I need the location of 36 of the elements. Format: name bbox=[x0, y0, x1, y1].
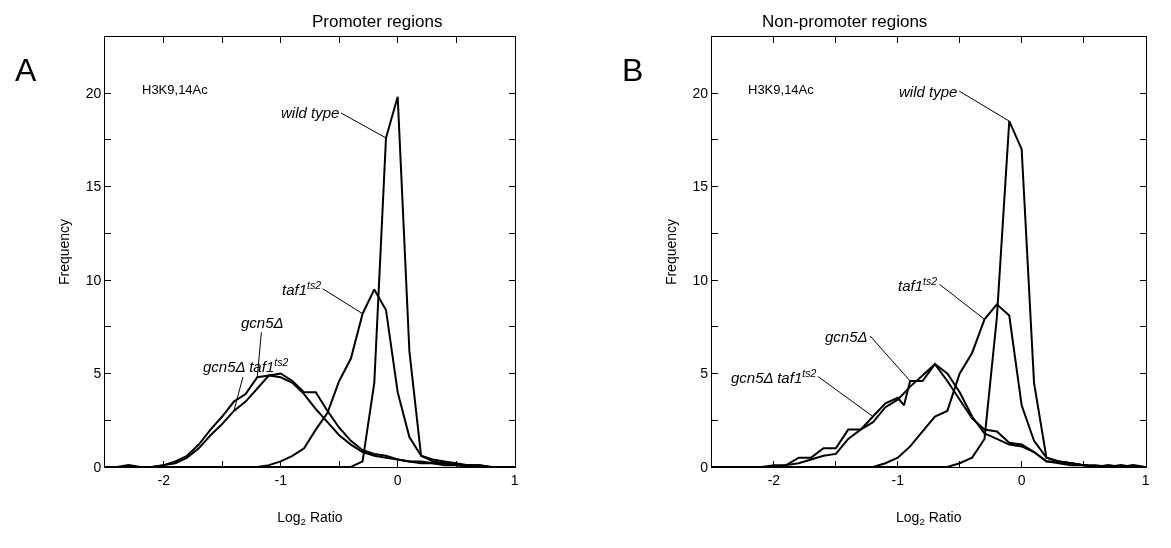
x-tick-label: 1 bbox=[1141, 471, 1150, 488]
y-tick-label: 0 bbox=[700, 458, 709, 475]
x-tick-label: -1 bbox=[891, 471, 905, 488]
x-tick-label: -2 bbox=[767, 471, 781, 488]
chart-title: Promoter regions bbox=[312, 12, 443, 31]
annotation: wild type bbox=[899, 83, 958, 100]
x-tick-label: 0 bbox=[393, 471, 402, 488]
x-tick-label: 0 bbox=[1017, 471, 1026, 488]
annotation: gcn5Δ bbox=[825, 328, 868, 345]
y-axis-title: Frequency bbox=[663, 218, 680, 286]
chart-title: Non-promoter regions bbox=[762, 12, 928, 31]
y-tick-label: 20 bbox=[85, 84, 102, 101]
annotation: H3K9,14Ac bbox=[748, 82, 815, 97]
y-tick-label: 20 bbox=[692, 84, 709, 101]
annotation: taf1$^{ts2}$ bbox=[898, 275, 938, 295]
y-tick-label: 15 bbox=[692, 178, 709, 195]
y-axis-title: Frequency bbox=[56, 218, 73, 286]
y-tick-label: 5 bbox=[93, 365, 102, 382]
y-tick-label: 10 bbox=[85, 271, 102, 288]
x-tick-label: 1 bbox=[510, 471, 519, 488]
x-tick-label: -1 bbox=[274, 471, 288, 488]
y-tick-label: 10 bbox=[692, 271, 709, 288]
y-tick-label: 5 bbox=[700, 365, 709, 382]
annotation: wild type bbox=[281, 104, 340, 121]
annotation: gcn5Δ taf1$^{ts2}$ bbox=[203, 356, 289, 376]
text: B bbox=[622, 52, 644, 88]
y-tick-label: 0 bbox=[93, 458, 102, 475]
annotation: H3K9,14Ac bbox=[142, 82, 209, 97]
x-tick-label: -2 bbox=[157, 471, 171, 488]
x-axis-title: Log$_{2}$ Ratio bbox=[277, 509, 343, 528]
y-tick-label: 15 bbox=[85, 178, 102, 195]
annotation: taf1$^{ts2}$ bbox=[282, 279, 322, 299]
text: A bbox=[15, 52, 37, 88]
x-axis-title: Log$_{2}$ Ratio bbox=[896, 509, 962, 528]
annotation: gcn5Δ taf1$^{ts2}$ bbox=[731, 367, 817, 387]
annotation: gcn5Δ bbox=[241, 314, 284, 331]
